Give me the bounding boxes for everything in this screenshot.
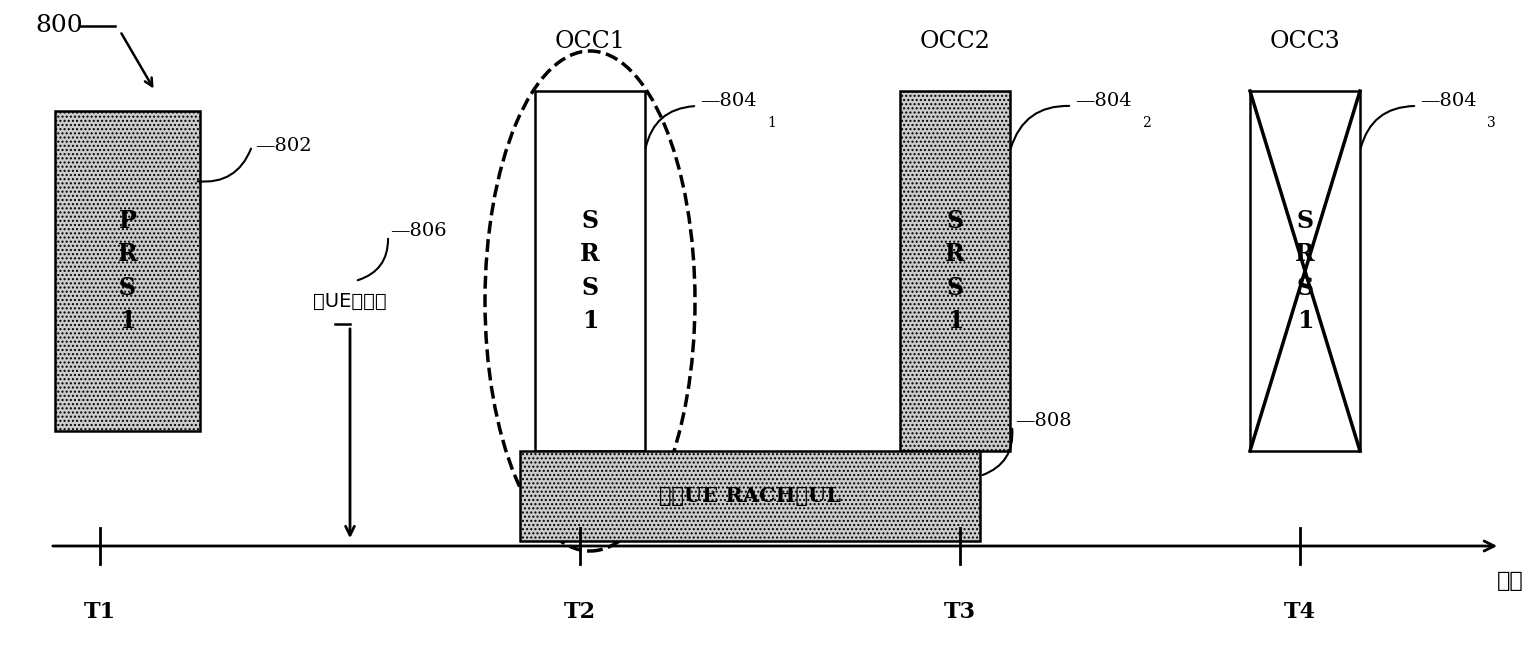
- Text: OCC2: OCC2: [920, 29, 990, 53]
- Text: OCC1: OCC1: [555, 29, 625, 53]
- Bar: [535, 91, 645, 451]
- Text: 用于UE RACH的UL: 用于UE RACH的UL: [659, 486, 840, 506]
- Text: —806: —806: [390, 222, 447, 240]
- Text: T1: T1: [84, 601, 116, 623]
- Bar: [900, 91, 1010, 451]
- Bar: [520, 451, 981, 541]
- Text: —804: —804: [700, 92, 756, 110]
- Text: —804: —804: [1420, 92, 1476, 110]
- Text: S
R
S
1: S R S 1: [580, 209, 599, 333]
- Text: T4: T4: [1284, 601, 1316, 623]
- Text: 时间: 时间: [1496, 571, 1523, 591]
- Text: —802: —802: [255, 137, 311, 155]
- Text: 2: 2: [1142, 116, 1151, 130]
- Text: T2: T2: [564, 601, 596, 623]
- Text: 3: 3: [1487, 116, 1496, 130]
- Text: 800: 800: [35, 14, 82, 38]
- Text: —804: —804: [1075, 92, 1132, 110]
- Text: T3: T3: [944, 601, 976, 623]
- Bar: [1250, 91, 1360, 451]
- Text: 对UE的寻呼: 对UE的寻呼: [313, 292, 387, 311]
- Text: S
R
S
1: S R S 1: [946, 209, 965, 333]
- Text: 1: 1: [767, 116, 776, 130]
- Text: OCC3: OCC3: [1270, 29, 1340, 53]
- Bar: [55, 111, 200, 431]
- Text: S
R
S
1: S R S 1: [1295, 209, 1315, 333]
- Text: —808: —808: [1016, 412, 1072, 430]
- Text: P
R
S
1: P R S 1: [117, 209, 137, 333]
